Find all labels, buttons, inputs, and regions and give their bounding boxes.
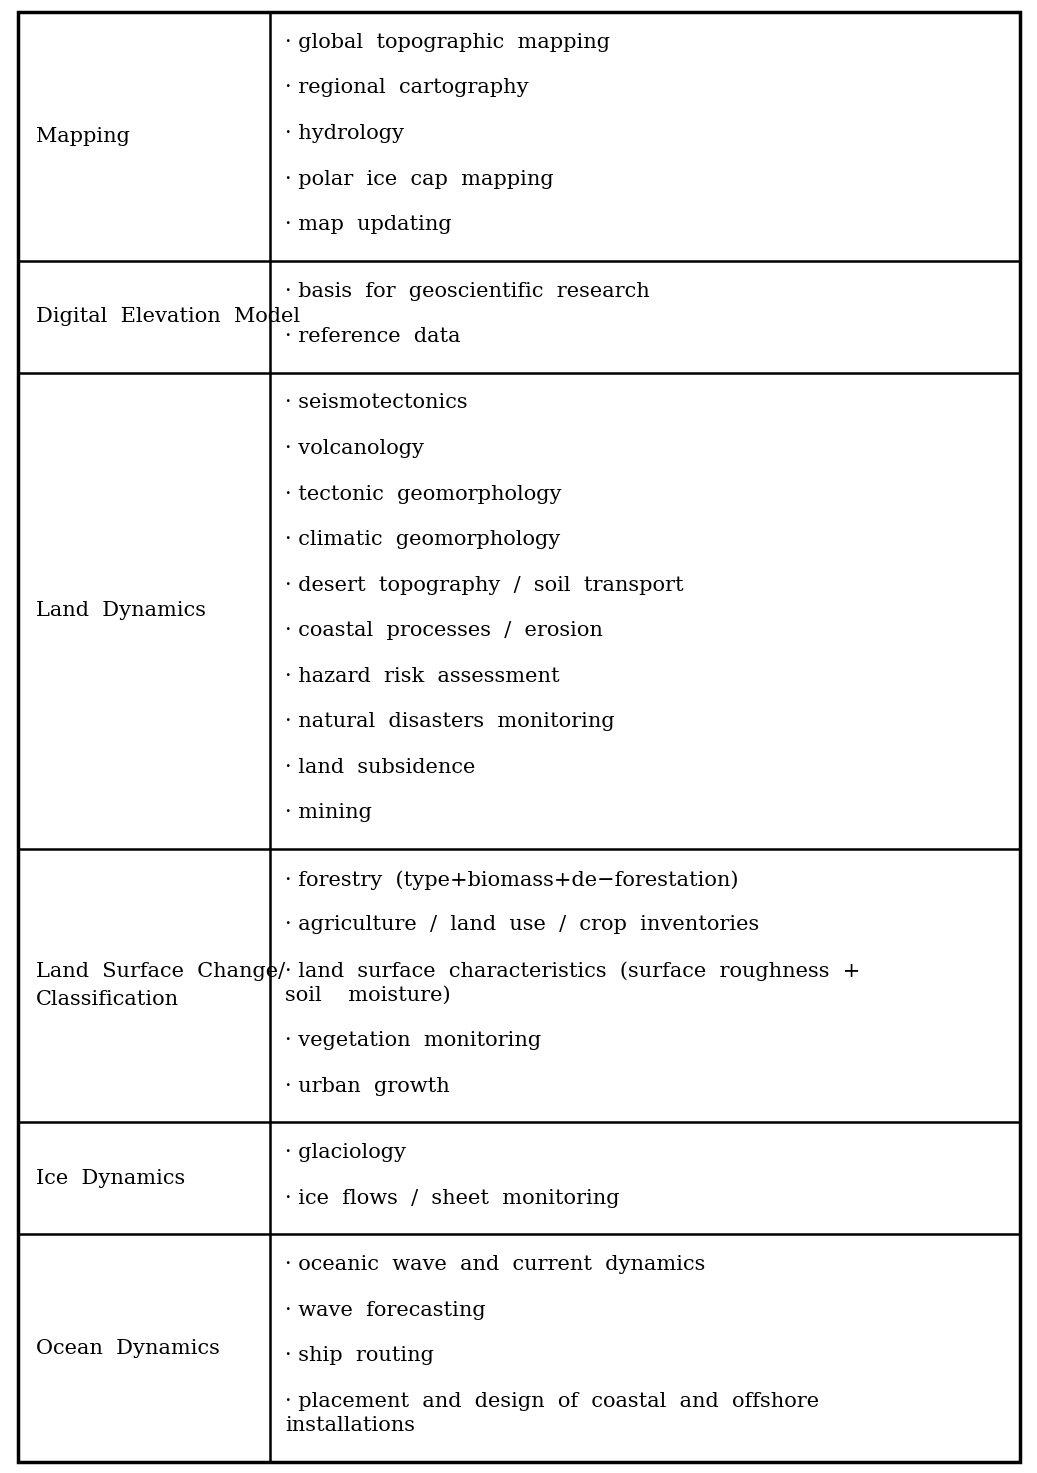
Text: Ice  Dynamics: Ice Dynamics: [36, 1168, 186, 1187]
Text: Ocean  Dynamics: Ocean Dynamics: [36, 1339, 220, 1358]
Text: · volcanology: · volcanology: [285, 439, 424, 458]
Text: · agriculture  /  land  use  /  crop  inventories: · agriculture / land use / crop inventor…: [285, 915, 759, 934]
Text: Land  Dynamics: Land Dynamics: [36, 601, 206, 620]
Text: · basis  for  geoscientific  research: · basis for geoscientific research: [285, 281, 650, 300]
Text: · hydrology: · hydrology: [285, 124, 404, 143]
Text: · climatic  geomorphology: · climatic geomorphology: [285, 530, 560, 549]
Text: · land  subsidence: · land subsidence: [285, 759, 475, 776]
Text: · glaciology: · glaciology: [285, 1143, 407, 1162]
Text: · wave  forecasting: · wave forecasting: [285, 1301, 485, 1320]
Text: · oceanic  wave  and  current  dynamics: · oceanic wave and current dynamics: [285, 1255, 705, 1274]
Text: · global  topographic  mapping: · global topographic mapping: [285, 32, 610, 52]
Text: Digital  Elevation  Model: Digital Elevation Model: [36, 306, 300, 326]
Text: · reference  data: · reference data: [285, 327, 460, 346]
Text: · seismotectonics: · seismotectonics: [285, 393, 468, 412]
Text: · tectonic  geomorphology: · tectonic geomorphology: [285, 485, 561, 504]
Text: · map  updating: · map updating: [285, 215, 452, 234]
Text: · regional  cartography: · regional cartography: [285, 78, 529, 97]
Text: Mapping: Mapping: [36, 127, 130, 146]
Text: · natural  disasters  monitoring: · natural disasters monitoring: [285, 713, 615, 731]
Text: · ship  routing: · ship routing: [285, 1346, 433, 1365]
Text: · vegetation  monitoring: · vegetation monitoring: [285, 1031, 541, 1050]
Text: · polar  ice  cap  mapping: · polar ice cap mapping: [285, 169, 554, 189]
Text: · land  surface  characteristics  (surface  roughness  +
soil    moisture): · land surface characteristics (surface …: [285, 960, 861, 1005]
Text: · coastal  processes  /  erosion: · coastal processes / erosion: [285, 622, 602, 641]
Text: · forestry  (type+biomass+de−forestation): · forestry (type+biomass+de−forestation): [285, 871, 738, 890]
Text: · placement  and  design  of  coastal  and  offshore
installations: · placement and design of coastal and of…: [285, 1392, 819, 1435]
Text: · mining: · mining: [285, 803, 372, 822]
Text: · desert  topography  /  soil  transport: · desert topography / soil transport: [285, 576, 683, 595]
Text: · hazard  risk  assessment: · hazard risk assessment: [285, 667, 560, 686]
Text: · ice  flows  /  sheet  monitoring: · ice flows / sheet monitoring: [285, 1189, 619, 1208]
Text: Land  Surface  Change/
Classification: Land Surface Change/ Classification: [36, 962, 285, 1009]
Text: · urban  growth: · urban growth: [285, 1077, 450, 1096]
